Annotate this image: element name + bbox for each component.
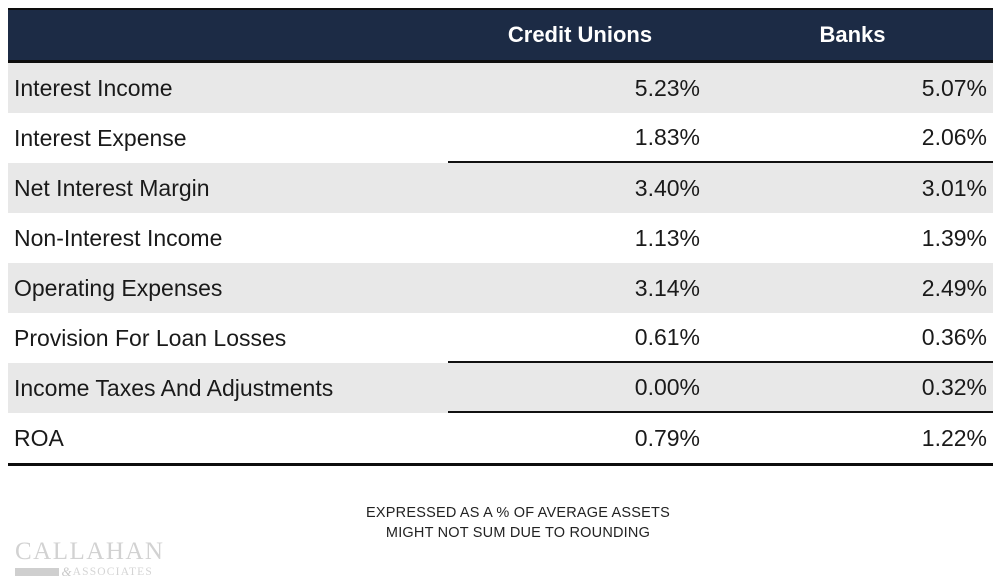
banks-value: 2.06% [712,113,993,163]
logo-bar-shape [15,568,60,576]
footnote: EXPRESSED AS A % OF AVERAGE ASSETS MIGHT… [18,503,1000,543]
table-bottom-rule [8,463,993,466]
row-label: Interest Expense [14,124,187,151]
table-row-interest-income: Interest Income 5.23% 5.07% [8,63,993,113]
logo-wordmark: CALLAHAN [15,538,165,565]
logo-ampersand: & [61,564,72,579]
table-row-interest-expense: Interest Expense 1.83% 2.06% [8,113,993,163]
callahan-logo: CALLAHAN & ASSOCIATES [15,538,165,580]
banks-value: 2.49% [921,274,987,301]
banks-value: 5.07% [921,74,987,101]
logo-subline: & ASSOCIATES [15,564,153,580]
footnote-line-1: EXPRESSED AS A % OF AVERAGE ASSETS [366,505,670,521]
banks-value: 3.01% [921,174,987,201]
credit-unions-value: 0.00% [448,363,712,413]
row-label: ROA [14,424,64,451]
credit-unions-value: 3.14% [634,274,700,301]
table-header-row: Credit Unions Banks [8,8,993,63]
footnote-line-2: MIGHT NOT SUM DUE TO ROUNDING [385,525,651,541]
header-cell-empty [8,10,448,60]
header-cell-banks: Banks [819,22,886,47]
row-label: Non-Interest Income [14,224,223,251]
table-row-net-interest-margin: Net Interest Margin 3.40% 3.01% [8,163,993,213]
row-label: Operating Expenses [14,274,223,301]
header-cell-credit-unions: Credit Unions [507,22,653,47]
credit-unions-value: 0.61% [448,313,712,363]
banks-value: 1.22% [921,424,987,451]
table-row-operating-expenses: Operating Expenses 3.14% 2.49% [8,263,993,313]
credit-unions-value: 1.83% [448,113,712,163]
row-label: Income Taxes And Adjustments [14,374,334,401]
banks-value: 0.32% [712,363,993,413]
banks-value: 0.36% [712,313,993,363]
logo-subtitle: ASSOCIATES [72,566,153,578]
table-row-non-interest-income: Non-Interest Income 1.13% 1.39% [8,213,993,263]
row-label: Provision For Loan Losses [14,324,287,351]
credit-unions-value: 1.13% [634,224,700,251]
financial-comparison-table: Credit Unions Banks Interest Income 5.23… [8,8,993,466]
table-row-provision-for-loan-losses: Provision For Loan Losses 0.61% 0.36% [8,313,993,363]
table-row-income-taxes-and-adjustments: Income Taxes And Adjustments 0.00% 0.32% [8,363,993,413]
credit-unions-value: 5.23% [634,74,700,101]
row-label: Net Interest Margin [14,174,210,201]
credit-unions-value: 3.40% [634,174,700,201]
banks-value: 1.39% [921,224,987,251]
row-label: Interest Income [14,74,173,101]
table-row-roa: ROA 0.79% 1.22% [8,413,993,463]
credit-unions-value: 0.79% [634,424,700,451]
